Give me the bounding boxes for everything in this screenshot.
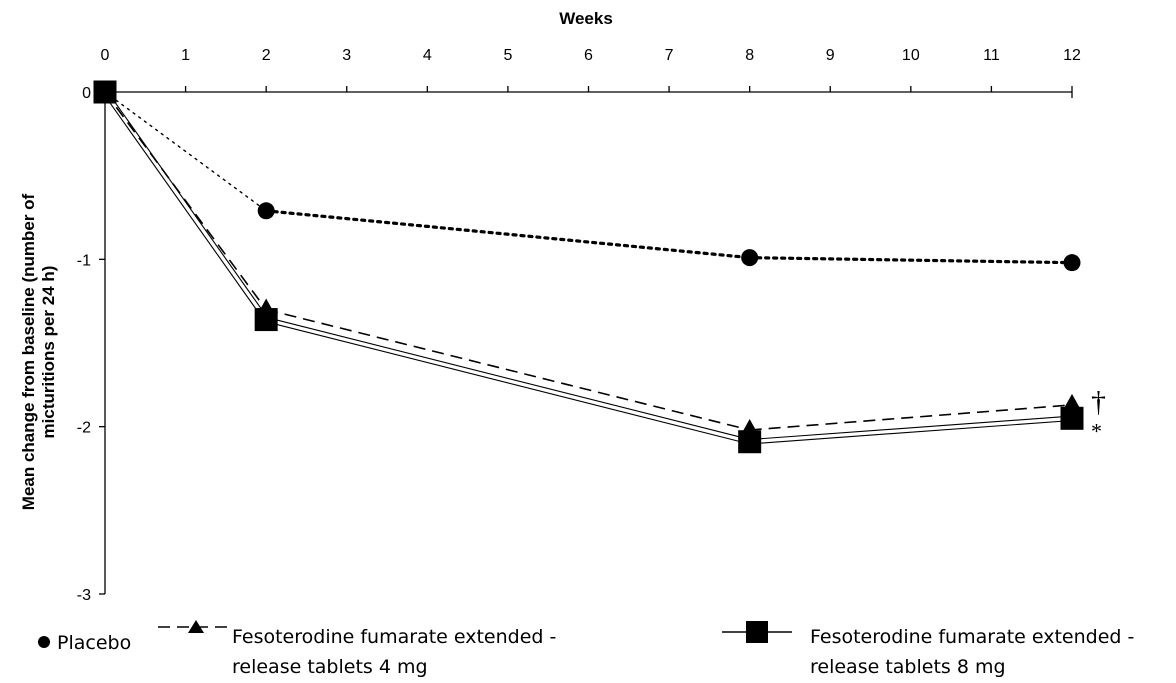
- y-axis-title-line-2: micturitions per 24 h): [39, 266, 58, 439]
- y-tick-label-0: 0: [82, 85, 91, 102]
- legend-item-placebo: Placebo: [38, 632, 131, 654]
- y-tick-label--2: -2: [77, 420, 91, 437]
- line-8mg-seg-1-0: [265, 321, 750, 445]
- x-axis-title: Weeks: [559, 9, 613, 28]
- line-4mg-seg-2: [749, 404, 1073, 431]
- legend-item-8mg: Fesoterodine fumarate extended - release…: [722, 621, 1134, 678]
- x-tick-label-4: 4: [423, 47, 432, 64]
- line-4mg-seg-0: [104, 91, 267, 311]
- x-tick-label-6: 6: [584, 47, 593, 64]
- x-tick-label-0: 0: [101, 47, 110, 64]
- y-axis-title-line-1: Mean change from baseline (number of: [19, 193, 38, 510]
- point-8mg-0: [93, 80, 117, 104]
- annotation-asterisk: *: [1091, 419, 1102, 444]
- legend-label-4mg-line-1: Fesoterodine fumarate extended -: [232, 626, 556, 648]
- line-4mg-seg-1: [265, 308, 750, 431]
- legend-label-4mg-line-2: release tablets 4 mg: [232, 656, 428, 678]
- legend-marker-circle: [38, 636, 50, 648]
- x-tick-label-7: 7: [665, 47, 674, 64]
- legend: Placebo Fesoterodine fumarate extended -…: [38, 620, 1134, 678]
- point-placebo-2: [741, 249, 759, 267]
- series-lines: [102, 90, 1074, 445]
- line-placebo-seg-2: [748, 256, 1074, 265]
- y-tick-label--1: -1: [77, 252, 91, 269]
- line-8mg-seg-0-0: [102, 92, 265, 322]
- x-tick-label-12: 12: [1063, 47, 1081, 64]
- annotation-dagger: †: [1091, 386, 1106, 419]
- legend-label-8mg-line-1: Fesoterodine fumarate extended -: [810, 626, 1134, 648]
- axes: 0 1 2 3 4 5 6 7 8 9 10 11 120-1-2-3: [77, 47, 1081, 604]
- y-axis-title: Mean change from baseline (number of mic…: [19, 193, 58, 510]
- point-8mg-3: [1060, 406, 1084, 430]
- y-tick-label--3: -3: [77, 587, 91, 604]
- legend-label-placebo: Placebo: [57, 632, 131, 654]
- x-tick-label-2: 2: [262, 47, 271, 64]
- legend-item-4mg: Fesoterodine fumarate extended - release…: [158, 620, 556, 678]
- line-8mg-seg-1-1: [266, 316, 751, 441]
- x-tick-label-5: 5: [503, 47, 512, 64]
- point-8mg-1: [254, 308, 278, 332]
- series-markers: [93, 80, 1084, 454]
- line-8mg-seg-2-0: [749, 419, 1073, 445]
- line-8mg-seg-0-1: [106, 90, 269, 319]
- x-tick-label-3: 3: [342, 47, 351, 64]
- line-placebo-seg-1: [264, 209, 752, 260]
- legend-label-8mg-line-2: release tablets 8 mg: [810, 656, 1006, 678]
- annotations: †*: [1091, 386, 1106, 444]
- point-placebo-1: [257, 202, 275, 220]
- x-tick-label-10: 10: [902, 47, 920, 64]
- x-tick-label-1: 1: [181, 47, 190, 64]
- x-tick-label-9: 9: [826, 47, 835, 64]
- point-8mg-2: [738, 430, 762, 454]
- x-tick-label-8: 8: [745, 47, 754, 64]
- line-placebo-seg-0: [104, 91, 267, 212]
- line-8mg-seg-2-1: [749, 415, 1072, 441]
- x-tick-label-11: 11: [983, 47, 1000, 64]
- legend-marker-triangle: [188, 620, 204, 633]
- point-placebo-3: [1063, 254, 1081, 272]
- legend-marker-square: [746, 621, 768, 643]
